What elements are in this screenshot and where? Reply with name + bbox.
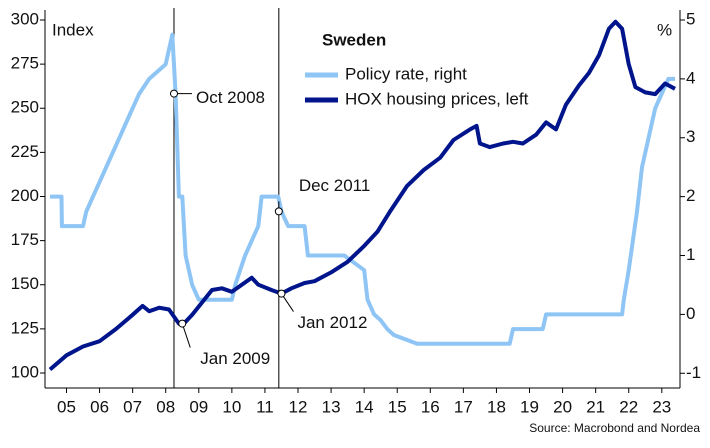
x-tick-label: 15 bbox=[388, 397, 407, 416]
x-tick-label: 20 bbox=[553, 397, 572, 416]
x-tick-label: 23 bbox=[652, 397, 671, 416]
x-tick-label: 12 bbox=[289, 397, 308, 416]
x-tick-label: 14 bbox=[355, 397, 374, 416]
x-tick-label: 18 bbox=[487, 397, 506, 416]
legend-label: Policy rate, right bbox=[345, 64, 467, 83]
series-line bbox=[48, 19, 676, 372]
x-tick-label: 22 bbox=[619, 397, 638, 416]
x-tick-label: 21 bbox=[586, 397, 605, 416]
y-tick-label: 150 bbox=[11, 274, 39, 293]
y-tick-label: 275 bbox=[11, 54, 39, 73]
x-tick-label: 06 bbox=[90, 397, 109, 416]
annotation-label: Jan 2012 bbox=[297, 313, 367, 332]
annotation-leader bbox=[181, 323, 191, 348]
annotation-point bbox=[274, 207, 283, 216]
y-tick-label: 100 bbox=[11, 362, 39, 381]
y2-tick-label: 5 bbox=[686, 9, 695, 28]
x-tick-label: 09 bbox=[189, 397, 208, 416]
x-tick-label: 05 bbox=[57, 397, 76, 416]
y-tick-label: 125 bbox=[11, 318, 39, 337]
y-tick-label: 225 bbox=[11, 142, 39, 161]
y-tick-label: 175 bbox=[11, 230, 39, 249]
x-tick-label: 16 bbox=[421, 397, 440, 416]
y-tick-label: 300 bbox=[11, 9, 39, 28]
y2-tick-label: 0 bbox=[686, 304, 695, 323]
annotation-point bbox=[277, 289, 286, 298]
series-line bbox=[50, 32, 675, 346]
x-tick-label: 10 bbox=[222, 397, 241, 416]
y-tick-label: 250 bbox=[11, 98, 39, 117]
annotation-label: Dec 2011 bbox=[299, 176, 371, 195]
annotation-point bbox=[178, 319, 187, 328]
x-tick-label: 08 bbox=[156, 397, 175, 416]
source: Source: Macrobond and Nordea bbox=[529, 421, 700, 435]
x-tick-label: 19 bbox=[520, 397, 539, 416]
x-tick-label: 11 bbox=[256, 397, 274, 416]
y2-tick-label: 3 bbox=[686, 127, 695, 146]
legend-label: HOX housing prices, left bbox=[345, 89, 529, 108]
x-tick-label: 17 bbox=[454, 397, 473, 416]
annotation-label: Oct 2008 bbox=[196, 88, 265, 107]
chart-title: Sweden bbox=[322, 30, 386, 49]
x-tick-label: 13 bbox=[322, 397, 341, 416]
annotation-label: Jan 2009 bbox=[200, 349, 270, 368]
y2-axis-label: % bbox=[657, 20, 672, 39]
y-axis-label: Index bbox=[52, 20, 94, 39]
y2-tick-label: 2 bbox=[686, 186, 695, 205]
y2-tick-label: -1 bbox=[686, 363, 701, 382]
y-tick-label: 200 bbox=[11, 186, 39, 205]
y2-tick-label: 1 bbox=[686, 245, 695, 264]
annotation-point bbox=[169, 89, 178, 98]
y2-tick-label: 4 bbox=[686, 68, 695, 87]
x-tick-label: 07 bbox=[123, 397, 142, 416]
